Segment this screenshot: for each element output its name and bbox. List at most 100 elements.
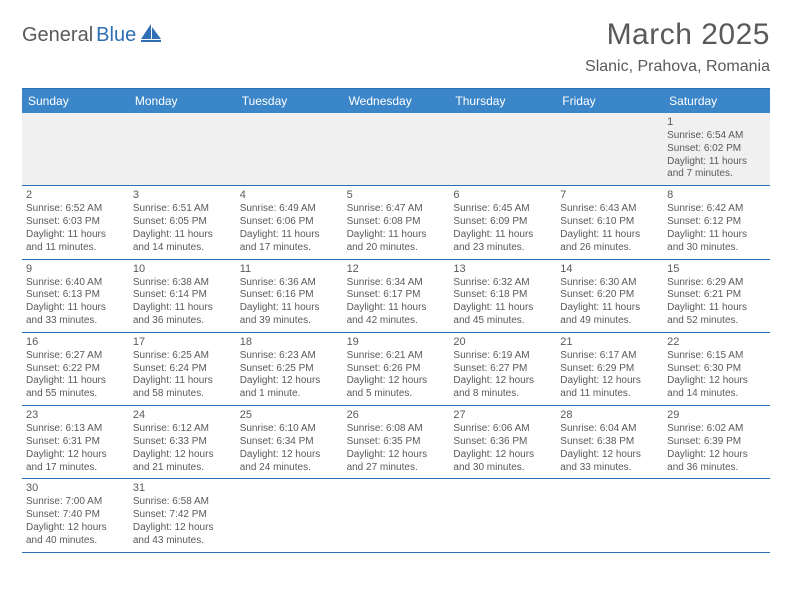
day-cell: 8Sunrise: 6:42 AMSunset: 6:12 PMDaylight… [663, 186, 770, 258]
sunrise-text: Sunrise: 6:23 AM [240, 350, 339, 363]
sunrise-text: Sunrise: 6:58 AM [133, 496, 232, 509]
daylight-text: and 7 minutes. [667, 168, 766, 181]
day-cell: 22Sunrise: 6:15 AMSunset: 6:30 PMDayligh… [663, 333, 770, 405]
daylight-text: and 33 minutes. [560, 462, 659, 475]
day-cell: 24Sunrise: 6:12 AMSunset: 6:33 PMDayligh… [129, 406, 236, 478]
sunrise-text: Sunrise: 6:06 AM [453, 423, 552, 436]
sunset-text: Sunset: 6:38 PM [560, 436, 659, 449]
day-cell: 28Sunrise: 6:04 AMSunset: 6:38 PMDayligh… [556, 406, 663, 478]
daylight-text: Daylight: 11 hours [667, 229, 766, 242]
daylight-text: and 30 minutes. [667, 242, 766, 255]
sunset-text: Sunset: 6:34 PM [240, 436, 339, 449]
day-cell: 7Sunrise: 6:43 AMSunset: 6:10 PMDaylight… [556, 186, 663, 258]
empty-cell [556, 479, 663, 551]
sunrise-text: Sunrise: 6:02 AM [667, 423, 766, 436]
sunset-text: Sunset: 6:21 PM [667, 289, 766, 302]
day-cell: 4Sunrise: 6:49 AMSunset: 6:06 PMDaylight… [236, 186, 343, 258]
sunset-text: Sunset: 6:35 PM [347, 436, 446, 449]
day-number: 26 [347, 408, 446, 422]
sunset-text: Sunset: 6:05 PM [133, 216, 232, 229]
week-row: 1Sunrise: 6:54 AMSunset: 6:02 PMDaylight… [22, 113, 770, 186]
daylight-text: and 36 minutes. [667, 462, 766, 475]
empty-cell [449, 113, 556, 185]
daylight-text: Daylight: 11 hours [453, 229, 552, 242]
sunset-text: Sunset: 6:13 PM [26, 289, 125, 302]
daylight-text: Daylight: 12 hours [347, 375, 446, 388]
empty-cell [663, 479, 770, 551]
day-number: 17 [133, 335, 232, 349]
day-number: 1 [667, 115, 766, 129]
sunset-text: Sunset: 6:29 PM [560, 363, 659, 376]
day-number: 10 [133, 262, 232, 276]
sunset-text: Sunset: 7:40 PM [26, 509, 125, 522]
weekday-header: Saturday [663, 89, 770, 113]
daylight-text: and 17 minutes. [26, 462, 125, 475]
sunrise-text: Sunrise: 6:17 AM [560, 350, 659, 363]
day-number: 31 [133, 481, 232, 495]
daylight-text: Daylight: 12 hours [26, 449, 125, 462]
daylight-text: and 8 minutes. [453, 388, 552, 401]
sunset-text: Sunset: 6:24 PM [133, 363, 232, 376]
empty-cell [449, 479, 556, 551]
daylight-text: Daylight: 12 hours [560, 375, 659, 388]
day-cell: 29Sunrise: 6:02 AMSunset: 6:39 PMDayligh… [663, 406, 770, 478]
day-cell: 2Sunrise: 6:52 AMSunset: 6:03 PMDaylight… [22, 186, 129, 258]
weekday-header: Friday [556, 89, 663, 113]
sunset-text: Sunset: 6:30 PM [667, 363, 766, 376]
day-number: 25 [240, 408, 339, 422]
daylight-text: Daylight: 11 hours [133, 302, 232, 315]
daylight-text: Daylight: 11 hours [453, 302, 552, 315]
weekday-header: Monday [129, 89, 236, 113]
sunrise-text: Sunrise: 6:15 AM [667, 350, 766, 363]
day-number: 16 [26, 335, 125, 349]
week-row: 2Sunrise: 6:52 AMSunset: 6:03 PMDaylight… [22, 186, 770, 259]
sunrise-text: Sunrise: 6:36 AM [240, 277, 339, 290]
sunrise-text: Sunrise: 6:10 AM [240, 423, 339, 436]
weekday-header: Thursday [449, 89, 556, 113]
sunrise-text: Sunrise: 6:38 AM [133, 277, 232, 290]
day-number: 29 [667, 408, 766, 422]
day-cell: 16Sunrise: 6:27 AMSunset: 6:22 PMDayligh… [22, 333, 129, 405]
daylight-text: Daylight: 11 hours [133, 375, 232, 388]
day-number: 24 [133, 408, 232, 422]
sunset-text: Sunset: 6:02 PM [667, 143, 766, 156]
daylight-text: Daylight: 11 hours [133, 229, 232, 242]
sunset-text: Sunset: 6:20 PM [560, 289, 659, 302]
empty-cell [556, 113, 663, 185]
day-number: 15 [667, 262, 766, 276]
weekday-header: Wednesday [343, 89, 450, 113]
daylight-text: Daylight: 11 hours [560, 229, 659, 242]
sunset-text: Sunset: 6:08 PM [347, 216, 446, 229]
day-number: 6 [453, 188, 552, 202]
daylight-text: Daylight: 11 hours [667, 302, 766, 315]
day-cell: 19Sunrise: 6:21 AMSunset: 6:26 PMDayligh… [343, 333, 450, 405]
day-number: 20 [453, 335, 552, 349]
sunrise-text: Sunrise: 6:19 AM [453, 350, 552, 363]
day-cell: 25Sunrise: 6:10 AMSunset: 6:34 PMDayligh… [236, 406, 343, 478]
daylight-text: and 55 minutes. [26, 388, 125, 401]
sunset-text: Sunset: 6:36 PM [453, 436, 552, 449]
day-number: 18 [240, 335, 339, 349]
day-cell: 14Sunrise: 6:30 AMSunset: 6:20 PMDayligh… [556, 260, 663, 332]
sail-icon [141, 24, 163, 47]
logo-text-general: General [22, 24, 93, 47]
sunset-text: Sunset: 6:03 PM [26, 216, 125, 229]
day-number: 8 [667, 188, 766, 202]
week-row: 30Sunrise: 7:00 AMSunset: 7:40 PMDayligh… [22, 479, 770, 552]
daylight-text: Daylight: 11 hours [667, 156, 766, 169]
day-number: 23 [26, 408, 125, 422]
daylight-text: and 11 minutes. [26, 242, 125, 255]
daylight-text: and 11 minutes. [560, 388, 659, 401]
daylight-text: and 23 minutes. [453, 242, 552, 255]
daylight-text: and 36 minutes. [133, 315, 232, 328]
sunrise-text: Sunrise: 6:42 AM [667, 203, 766, 216]
week-row: 16Sunrise: 6:27 AMSunset: 6:22 PMDayligh… [22, 333, 770, 406]
daylight-text: Daylight: 11 hours [240, 302, 339, 315]
sunrise-text: Sunrise: 6:49 AM [240, 203, 339, 216]
day-cell: 17Sunrise: 6:25 AMSunset: 6:24 PMDayligh… [129, 333, 236, 405]
empty-cell [129, 113, 236, 185]
sunrise-text: Sunrise: 6:54 AM [667, 130, 766, 143]
day-cell: 6Sunrise: 6:45 AMSunset: 6:09 PMDaylight… [449, 186, 556, 258]
sunrise-text: Sunrise: 7:00 AM [26, 496, 125, 509]
sunrise-text: Sunrise: 6:34 AM [347, 277, 446, 290]
